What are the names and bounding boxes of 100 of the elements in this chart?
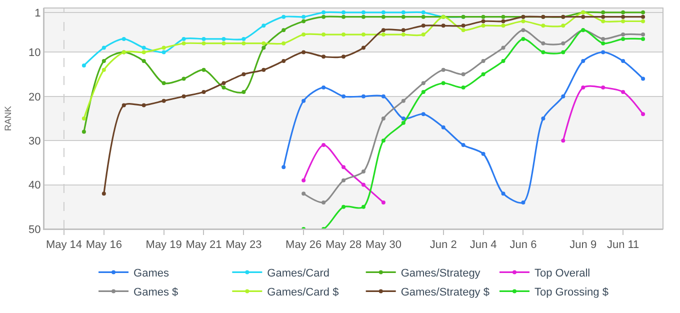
point: [322, 143, 326, 148]
point: [461, 86, 466, 90]
point: [282, 59, 286, 64]
point: [342, 54, 346, 59]
point: [262, 68, 266, 72]
point: [322, 10, 326, 14]
point: [561, 138, 566, 143]
point: [421, 112, 426, 116]
y-tick-label: 30: [28, 135, 41, 148]
point: [361, 170, 366, 174]
point: [302, 98, 306, 103]
x-tick-label: May 30: [365, 239, 402, 252]
point: [421, 14, 426, 19]
point: [641, 112, 646, 116]
point: [501, 192, 506, 196]
point: [421, 90, 426, 94]
point: [521, 28, 526, 32]
point: [561, 50, 566, 54]
point: [441, 68, 446, 72]
point: [82, 116, 86, 120]
point: [481, 59, 486, 64]
x-tick-label: May 28: [325, 239, 362, 252]
point: [322, 14, 326, 19]
point: [342, 14, 346, 19]
point: [302, 192, 306, 196]
point: [621, 59, 626, 64]
point: [501, 24, 506, 28]
point: [302, 178, 306, 182]
point: [421, 81, 426, 86]
point: [361, 182, 366, 187]
point: [621, 19, 626, 24]
point: [102, 68, 106, 72]
point: [481, 152, 486, 156]
point: [102, 59, 106, 64]
point: [381, 32, 386, 37]
point: [222, 36, 226, 41]
point: [621, 90, 626, 94]
point: [541, 41, 546, 46]
point: [401, 116, 406, 120]
legend-label: Top Grossing $: [534, 286, 608, 299]
legend-label: Games/Strategy: [400, 268, 481, 280]
point: [262, 41, 266, 46]
point: [521, 19, 526, 24]
legend-label: Games/Card $: [267, 286, 339, 299]
x-tick-label: May 14: [46, 239, 82, 252]
point: [461, 28, 466, 32]
point: [381, 116, 386, 120]
point: [461, 24, 466, 28]
point: [521, 36, 526, 41]
point: [561, 24, 566, 28]
point: [82, 63, 86, 68]
point: [361, 32, 366, 37]
x-tick-label: Jun 11: [606, 239, 640, 252]
point: [162, 98, 166, 103]
point: [122, 103, 126, 108]
legend-label: Games/Strategy $: [400, 286, 490, 299]
point: [441, 81, 446, 86]
point: [501, 14, 506, 19]
point: [541, 50, 546, 54]
point: [342, 204, 346, 209]
x-tick-label: May 21: [186, 239, 222, 252]
x-tick-label: May 23: [226, 239, 262, 252]
point: [641, 36, 646, 41]
point: [481, 14, 486, 19]
point: [461, 143, 466, 148]
point: [361, 14, 366, 19]
legend-label: Games: [134, 268, 170, 280]
point: [601, 86, 606, 90]
point: [342, 178, 346, 182]
point: [182, 76, 186, 81]
point: [381, 28, 386, 32]
point: [421, 10, 426, 14]
point: [381, 138, 386, 143]
point: [302, 32, 306, 37]
point: [242, 72, 246, 76]
point: [202, 90, 206, 94]
point: [381, 94, 386, 98]
point: [342, 165, 346, 170]
x-tick-label: Jun 4: [470, 239, 497, 252]
point: [581, 86, 586, 90]
point: [381, 14, 386, 19]
point: [302, 14, 306, 19]
point: [401, 120, 406, 125]
point: [641, 32, 646, 37]
point: [481, 72, 486, 76]
point: [142, 59, 146, 64]
point: [481, 24, 486, 28]
point: [581, 14, 586, 19]
point: [342, 10, 346, 14]
point: [541, 24, 546, 28]
y-tick-label: 1: [34, 7, 41, 20]
point: [142, 50, 146, 54]
point: [561, 41, 566, 46]
point: [102, 192, 106, 196]
point: [401, 14, 406, 19]
point: [282, 41, 286, 46]
point: [441, 24, 446, 28]
point: [282, 28, 286, 32]
point: [322, 86, 326, 90]
x-tick-label: May 26: [286, 239, 322, 252]
